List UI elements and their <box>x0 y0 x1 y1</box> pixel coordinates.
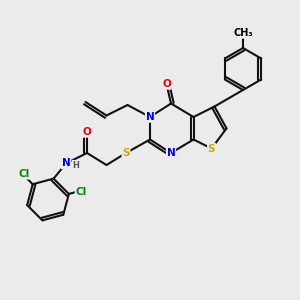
Text: O: O <box>162 79 171 89</box>
Text: Cl: Cl <box>75 187 87 197</box>
Text: N: N <box>146 112 154 122</box>
Text: Cl: Cl <box>18 169 29 179</box>
Text: CH₃: CH₃ <box>233 28 253 38</box>
Text: O: O <box>82 127 91 137</box>
Text: S: S <box>208 143 215 154</box>
Text: N: N <box>61 158 70 169</box>
Text: S: S <box>122 148 130 158</box>
Text: H: H <box>72 160 79 169</box>
Text: N: N <box>167 148 176 158</box>
